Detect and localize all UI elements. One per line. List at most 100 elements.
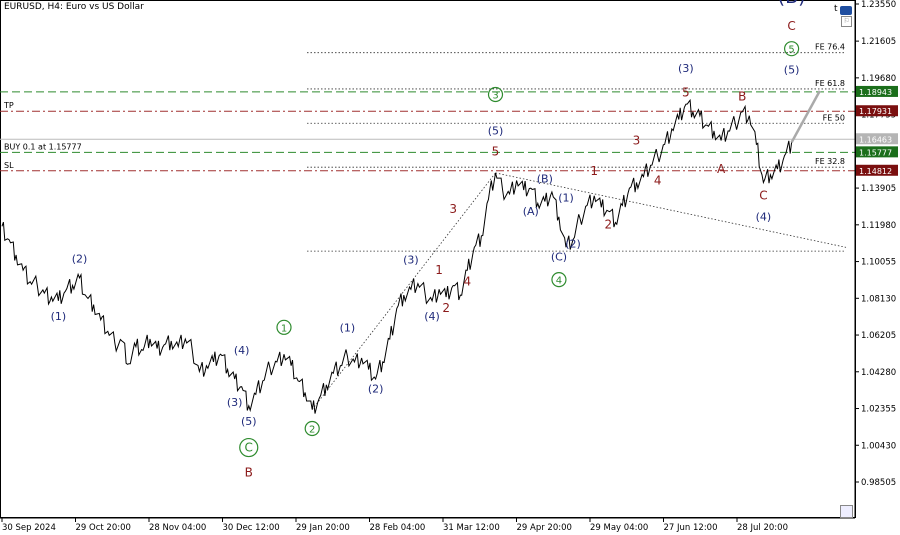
x-tick-label-1: 29 Oct 20:00 xyxy=(76,523,131,533)
wave-label-25: 4 xyxy=(556,276,562,287)
wave-label-30: (3) xyxy=(678,62,694,75)
y-tick-label-12: 1.00430 xyxy=(861,441,896,451)
fib-label-3: FE 32.8 xyxy=(815,157,845,166)
price-tag-4: 1.14812 xyxy=(859,167,892,176)
price-line xyxy=(1,98,793,414)
wave-label-8: 2 xyxy=(309,424,315,435)
x-tick-label-0: 30 Sep 2024 xyxy=(2,523,56,533)
price-series xyxy=(1,90,821,414)
wave-label-4: (5) xyxy=(241,415,257,428)
x-tick-label-4: 29 Jan 20:00 xyxy=(296,523,350,533)
x-tick-label-9: 27 Jun 12:00 xyxy=(664,523,718,533)
trend-lines xyxy=(311,172,847,410)
price-tag-bg-3 xyxy=(856,146,898,158)
fibonacci-levels: FE 76.4 FE 61.8 FE 50 FE 32.8 xyxy=(307,43,846,252)
wave-label-31: 5 xyxy=(682,86,690,100)
fib-label-0: FE 76.4 xyxy=(815,43,845,52)
flag-icon[interactable]: ⚐ xyxy=(841,16,852,27)
y-tick-label-9: 1.06205 xyxy=(861,331,896,341)
wave-label-35: (4) xyxy=(756,211,772,224)
x-tick-label-3: 30 Dec 12:00 xyxy=(223,523,280,533)
price-tags: 1.18943 1.17931 1.16463 1.15777 1.14812 xyxy=(856,85,898,176)
wave-label-12: (4) xyxy=(424,310,440,323)
y-tick-label-10: 1.04280 xyxy=(861,368,896,378)
chart-title: EURUSD, H4: Euro vs US Dollar xyxy=(4,2,144,12)
wave-label-15: 3 xyxy=(449,202,457,216)
price-tag-bg-2 xyxy=(856,133,898,145)
wave-label-18: (5) xyxy=(488,125,504,138)
wave-circle-5 xyxy=(239,437,259,458)
wave-label-38: C xyxy=(787,19,795,33)
wave-label-32: A xyxy=(717,162,726,176)
y-tick-label-8: 1.08130 xyxy=(861,294,896,304)
hline-label-tp: TP xyxy=(3,101,14,110)
wave-label-29: 4 xyxy=(654,173,662,187)
corner-t-label[interactable]: t xyxy=(834,4,838,14)
wave-label-21: (B) xyxy=(537,172,553,185)
trend-line-lower xyxy=(311,172,496,410)
y-tick-label-7: 1.10055 xyxy=(861,258,896,268)
wave-label-14: 2 xyxy=(442,301,450,315)
price-tag-2: 1.16463 xyxy=(859,135,892,144)
wave-label-1: (2) xyxy=(72,253,88,266)
wave-label-24: (C) xyxy=(551,251,567,264)
y-axis: 1.235501.216051.196801.177551.158301.139… xyxy=(854,0,896,518)
hline-label-sl: SL xyxy=(4,161,14,170)
projection-line xyxy=(790,90,821,143)
wave-label-9: (1) xyxy=(340,321,356,334)
y-tick-label-11: 1.02355 xyxy=(861,405,896,415)
wave-label-7: 1 xyxy=(281,323,287,334)
price-tag-1: 1.17931 xyxy=(859,107,892,116)
fib-label-2: FE 50 xyxy=(823,113,845,122)
wave-label-33: B xyxy=(738,89,746,103)
trend-line-upper xyxy=(495,172,847,248)
wave-label-11: (3) xyxy=(403,254,419,267)
wave-circle-25 xyxy=(551,272,567,288)
x-tick-label-7: 29 Apr 20:00 xyxy=(517,523,572,533)
wave-label-13: 1 xyxy=(435,263,443,277)
wave-label-20: (A) xyxy=(523,205,539,218)
wave-label-17: 5 xyxy=(492,145,500,159)
wave-label-34: C xyxy=(759,189,767,203)
x-tick-label-5: 28 Feb 04:00 xyxy=(370,523,426,533)
wave-label-39: (B) xyxy=(778,0,806,8)
wave-circle-19 xyxy=(487,86,504,103)
hline-label-buy: BUY 0.1 at 1.15777 xyxy=(4,142,82,151)
price-tag-bg-1 xyxy=(856,105,898,117)
price-tag-0: 1.18943 xyxy=(859,88,892,97)
wave-label-23: (2) xyxy=(565,237,581,250)
wave-label-27: 2 xyxy=(604,217,612,231)
x-tick-label-8: 29 May 04:00 xyxy=(590,523,648,533)
y-tick-label-13: 0.98505 xyxy=(861,478,896,488)
wave-label-0: (1) xyxy=(51,310,67,323)
x-tick-label-10: 28 Jul 20:00 xyxy=(737,523,788,533)
y-tick-label-0: 1.23550 xyxy=(861,0,896,10)
wave-circle-7 xyxy=(276,319,292,335)
wave-label-2: (3) xyxy=(227,396,243,409)
wave-circle-8 xyxy=(304,420,320,437)
wave-label-28: 3 xyxy=(633,133,641,147)
wave-label-19: 3 xyxy=(492,90,498,101)
wave-circle-37 xyxy=(783,41,800,57)
x-tick-label-6: 31 Mar 12:00 xyxy=(443,523,500,533)
y-tick-label-2: 1.19680 xyxy=(861,74,896,84)
wave-label-6: B xyxy=(245,465,253,479)
y-tick-label-5: 1.13905 xyxy=(861,184,896,194)
wave-label-10: (2) xyxy=(368,382,384,395)
chart-frame xyxy=(0,0,856,518)
price-tag-3: 1.15777 xyxy=(859,148,892,157)
wave-label-26: 1 xyxy=(590,164,598,178)
fib-label-1: FE 61.8 xyxy=(815,79,845,88)
x-tick-label-2: 28 Nov 04:00 xyxy=(149,523,206,533)
y-tick-label-6: 1.11980 xyxy=(861,221,896,231)
wave-label-16: 4 xyxy=(463,275,471,289)
wave-label-36: (5) xyxy=(784,64,800,77)
graduation-cap-icon[interactable] xyxy=(840,6,852,15)
price-tag-bg-4 xyxy=(856,164,898,176)
price-tag-bg-0 xyxy=(856,85,898,97)
scroll-to-end-icon[interactable] xyxy=(840,505,853,518)
wave-label-37: 5 xyxy=(788,45,794,56)
wave-label-22: (1) xyxy=(558,192,574,205)
wave-label-5: C xyxy=(245,441,253,455)
